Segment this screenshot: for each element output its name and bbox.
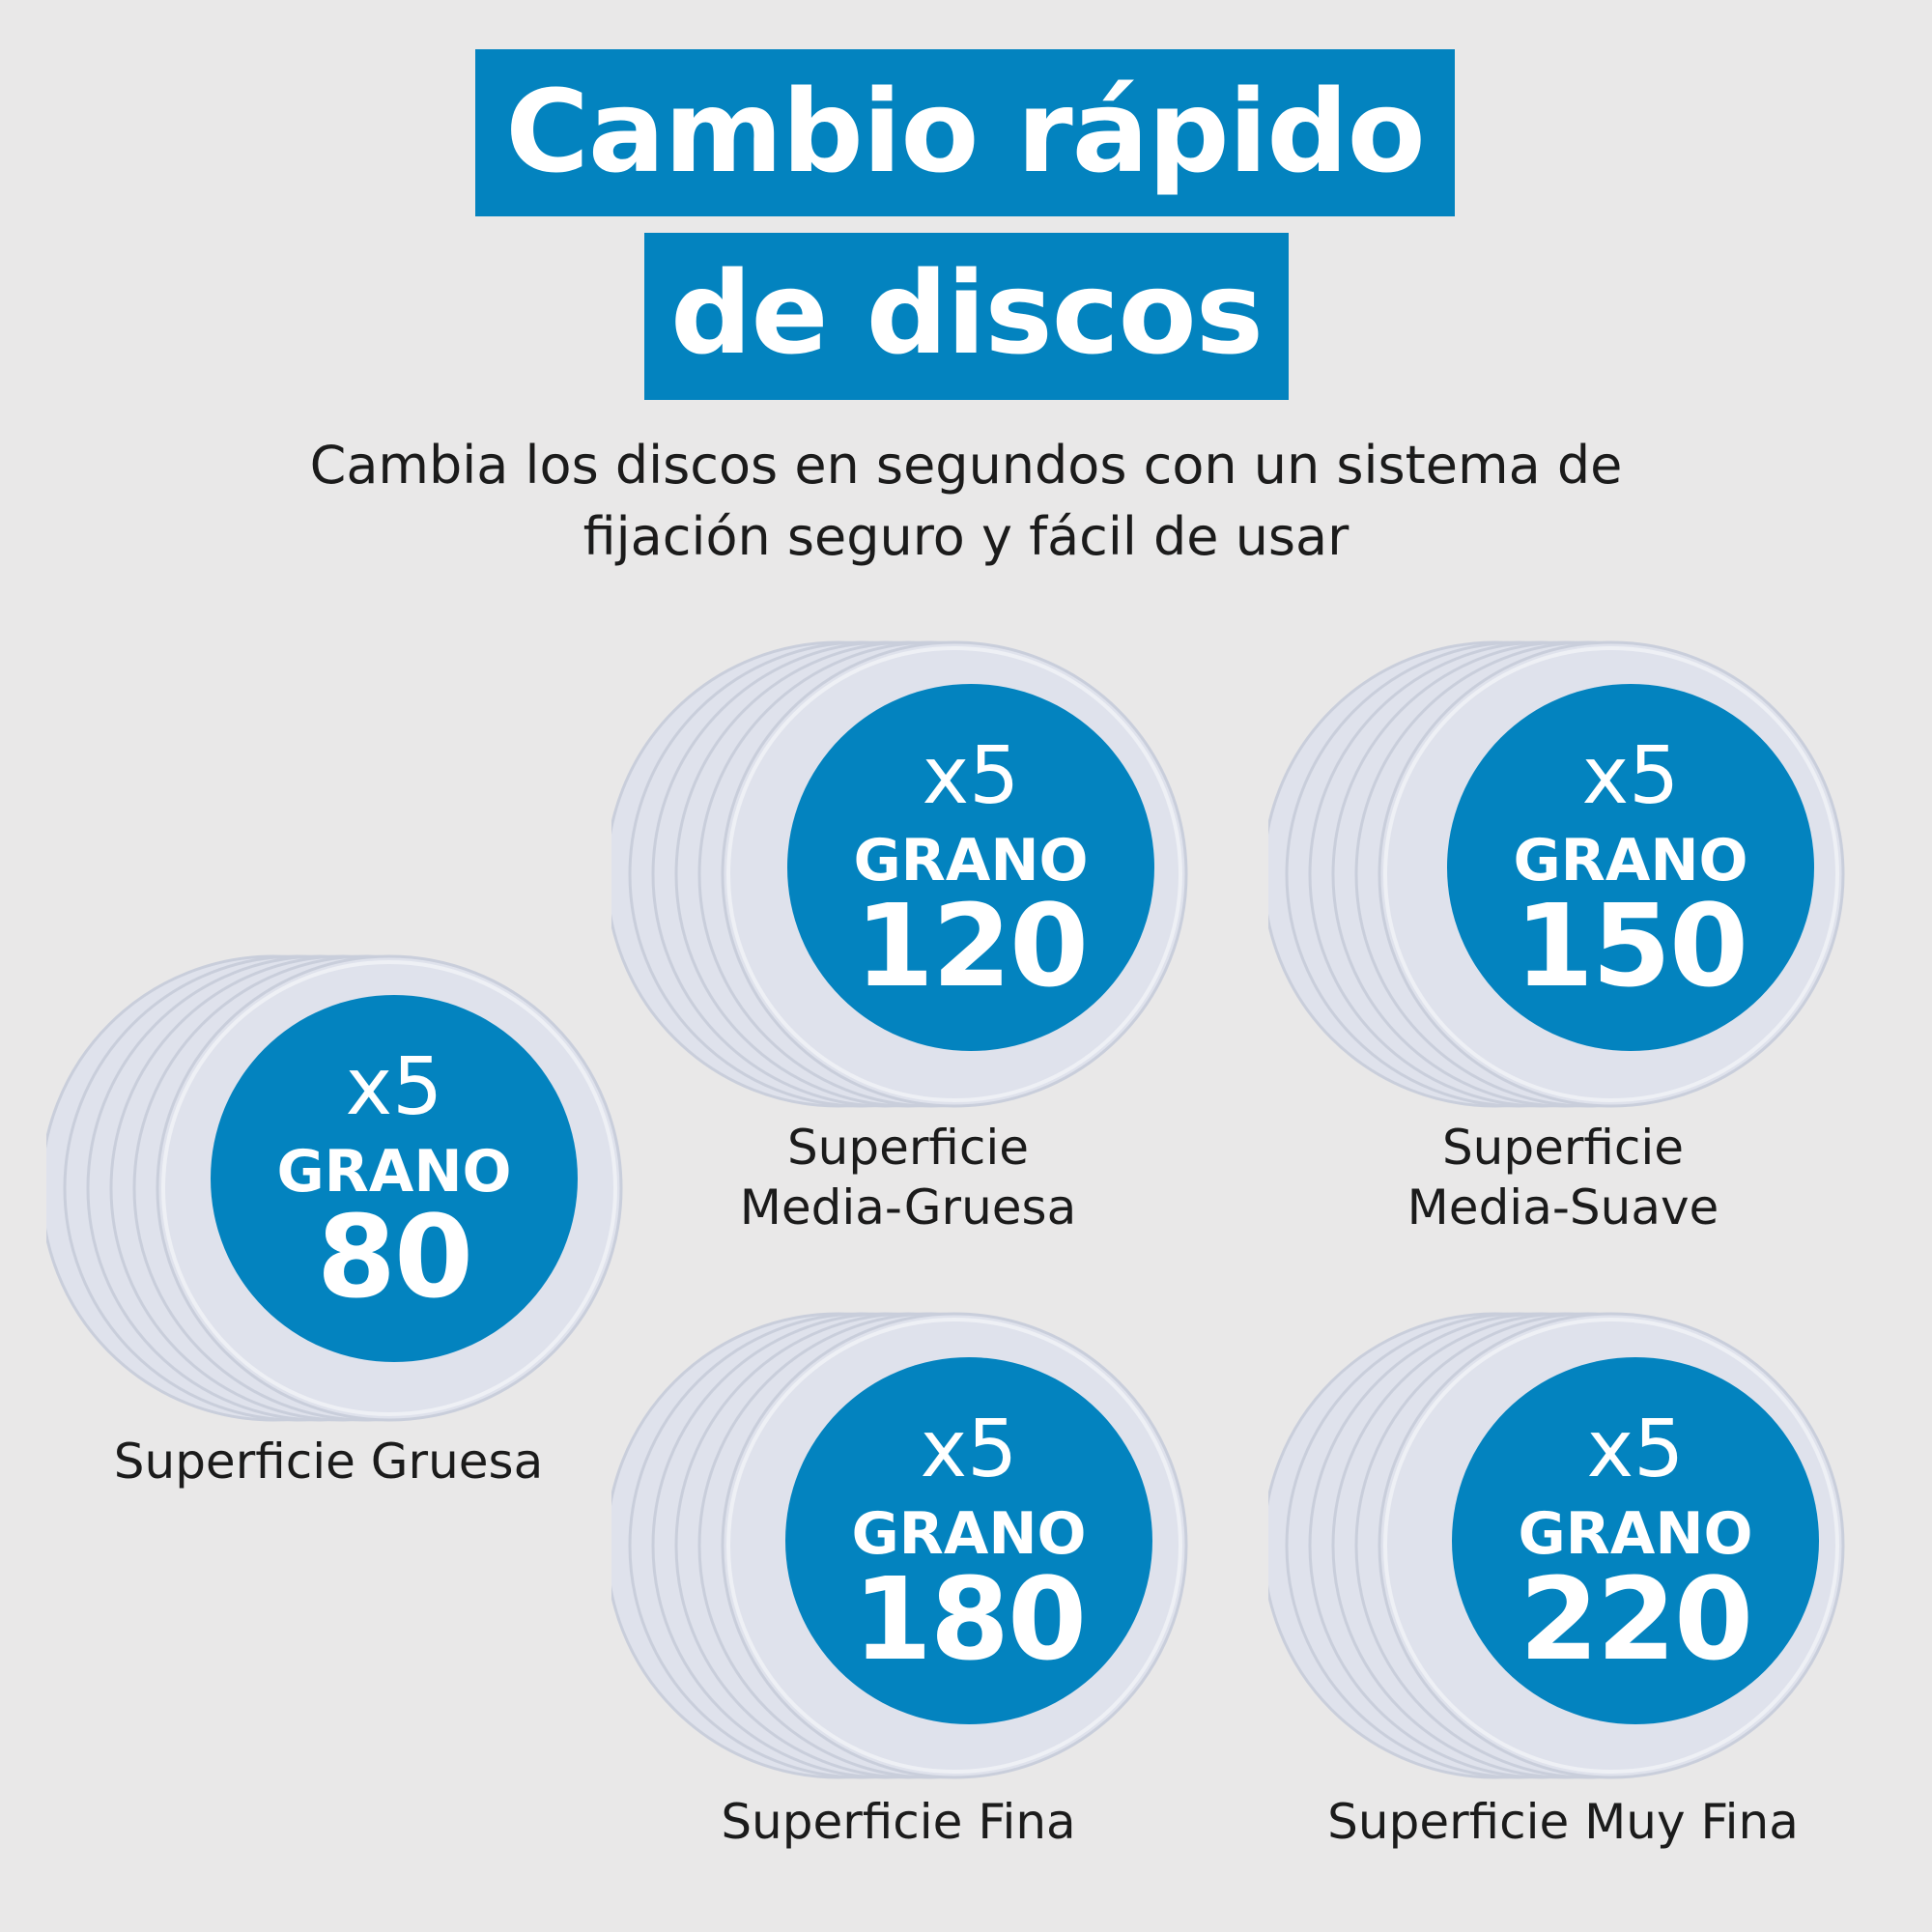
surface-label-line: Superficie Muy Fina <box>1327 1794 1799 1850</box>
grit-badge: x5 GRANO 220 <box>1452 1357 1819 1724</box>
grano-label: GRANO <box>276 1138 512 1206</box>
quantity-text: x5 <box>920 1404 1018 1495</box>
quantity-text: x5 <box>922 730 1020 822</box>
grit-badge: x5 GRANO 180 <box>785 1357 1152 1724</box>
surface-label-line: Superficie Fina <box>721 1794 1076 1850</box>
quantity-text: x5 <box>1581 730 1680 822</box>
surface-label-line: Superficie <box>786 1120 1030 1176</box>
disc-highlight-ring <box>726 1318 1182 1774</box>
title-line-1: Cambio rápido <box>475 49 1455 216</box>
disc-highlight-ring <box>726 646 1182 1102</box>
surface-label-80: Superficie Gruesa <box>58 1432 599 1492</box>
grit-badge: x5 GRANO 80 <box>211 995 578 1362</box>
grit-badge: x5 GRANO 150 <box>1447 684 1814 1051</box>
quantity-text: x5 <box>345 1041 443 1133</box>
grano-label: GRANO <box>1518 1500 1753 1568</box>
surface-label-180: Superficie Fina <box>609 1792 1188 1852</box>
grano-label: GRANO <box>851 1500 1087 1568</box>
disc-stack-grit-180: x5 GRANO 180 <box>611 1304 1191 1884</box>
disc-stack-grit-120: x5 GRANO 120 <box>611 633 1191 1212</box>
grit-value: 180 <box>852 1552 1087 1686</box>
disc-stack-grit-150: x5 GRANO 150 <box>1268 633 1848 1212</box>
surface-label-line: Media-Suave <box>1406 1179 1719 1236</box>
surface-label-220: Superficie Muy Fina <box>1273 1792 1853 1852</box>
grit-value: 150 <box>1514 879 1748 1012</box>
quantity-text: x5 <box>1586 1404 1685 1495</box>
grit-badge: x5 GRANO 120 <box>787 684 1154 1051</box>
grano-label: GRANO <box>1513 827 1748 895</box>
surface-label-line: Superficie <box>1441 1120 1685 1176</box>
disc-stack-grit-220: x5 GRANO 220 <box>1268 1304 1848 1884</box>
surface-label-120: Superficie Media-Gruesa <box>618 1118 1198 1237</box>
grano-label: GRANO <box>853 827 1089 895</box>
subtitle: Cambia los discos en segundos con un sis… <box>309 435 1623 567</box>
surface-label-150: Superficie Media-Suave <box>1273 1118 1853 1237</box>
grit-value: 220 <box>1519 1552 1753 1686</box>
disc-highlight-ring <box>1383 1318 1839 1774</box>
disc-stack-grit-80: x5 GRANO 80 <box>46 947 626 1526</box>
surface-label-line: Superficie Gruesa <box>113 1434 544 1490</box>
disc-highlight-ring <box>161 960 617 1416</box>
surface-label-line: Media-Gruesa <box>739 1179 1077 1236</box>
grit-value: 80 <box>316 1190 473 1323</box>
disc-highlight-ring <box>1383 646 1839 1102</box>
grit-value: 120 <box>854 879 1089 1012</box>
title-line-2: de discos <box>644 233 1289 400</box>
